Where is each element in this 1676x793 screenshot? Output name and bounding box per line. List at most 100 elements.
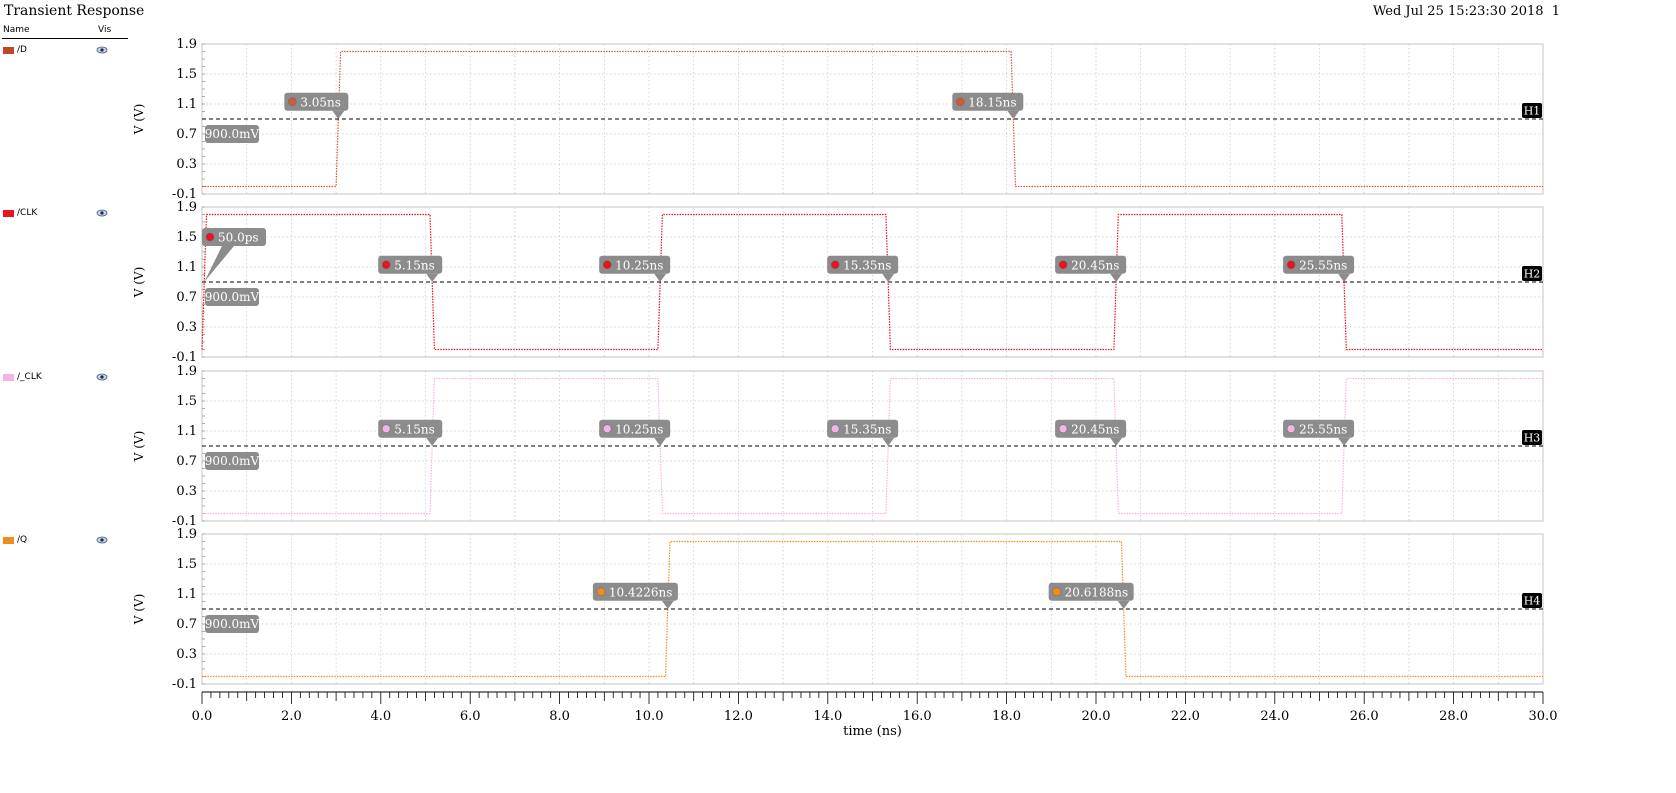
y-tick-label: 0.7 [176,290,197,305]
y-tick-label: 0.7 [176,127,197,142]
y-tick-label: 1.9 [176,200,197,215]
marker-dot [1286,424,1296,433]
marker-label: 20.45ns [1071,258,1119,272]
cursor-value-box [205,452,259,470]
marker-box [599,255,671,274]
marker-label: 10.25ns [615,258,663,272]
marker-dot [602,260,612,269]
marker-box [378,255,443,274]
x-tick-label: 26.0 [1350,709,1379,724]
y-tick-label: 1.5 [176,230,197,245]
y-tick-label: 1.1 [176,260,197,275]
waveform-0 [202,50,1543,188]
cursor-tag [1522,266,1542,281]
legend-item-clk[interactable]: /CLK [2,208,128,222]
marker-box [592,582,678,601]
x-axis-label: time (ns) [843,724,902,739]
waveform-2 [202,377,1543,515]
legend-signal-name: /Q [17,535,28,545]
marker-box [827,419,899,438]
marker-box [827,255,899,274]
y-tick-label: 0.3 [176,647,197,662]
marker-pointer [882,437,895,446]
x-tick-label: 24.0 [1260,709,1289,724]
marker-label: 15.35ns [843,422,891,436]
x-tick-label: 12.0 [724,709,753,724]
eye-icon[interactable] [96,207,108,219]
x-tick-label: 18.0 [992,709,1021,724]
cursor-tag-label: H1 [1524,105,1541,118]
y-tick-label: -0.1 [172,187,197,202]
cursor-tag [1522,593,1542,608]
marker-box [1283,419,1355,438]
eye-icon[interactable] [96,371,108,383]
marker-box [952,92,1024,111]
y-axis-label: V (V) [132,267,146,299]
marker-dot [830,260,840,269]
y-tick-label: 0.7 [176,617,197,632]
y-tick-label: 1.9 [176,364,197,379]
legend-signal-name: /_CLK [17,372,42,382]
marker-dot [596,587,606,596]
marker-box [1055,255,1127,274]
marker-box [1055,419,1127,438]
marker-dot [1286,260,1296,269]
y-tick-label: 0.7 [176,454,197,469]
marker-label: 5.15ns [394,258,435,272]
legend-item-d[interactable]: /D [2,45,128,59]
x-tick-label: 0.0 [192,709,213,724]
marker-dot [205,232,215,242]
y-tick-label: 0.3 [176,484,197,499]
marker-label: 10.25ns [615,422,663,436]
legend-signal-name: /D [17,45,27,55]
marker-box [284,92,349,111]
cursor-tag-label: H3 [1524,432,1541,445]
x-tick-label: 8.0 [549,709,570,724]
marker-pointer [654,273,667,282]
y-tick-label: -0.1 [172,514,197,529]
marker-pointer [654,437,667,446]
cursor-value-box [205,125,259,143]
x-tick-label: 4.0 [370,709,391,724]
y-axis-label: V (V) [132,594,146,626]
x-tick-label: 30.0 [1529,709,1558,724]
strip-frame [201,206,1544,358]
legend-item-clk-bar[interactable]: /_CLK [2,372,128,386]
marker-pointer [1110,273,1123,282]
cursor-value-label: 900.0mV [205,617,260,631]
x-tick-label: 20.0 [1082,709,1111,724]
y-tick-label: 1.5 [176,557,197,572]
y-tick-label: -0.1 [172,350,197,365]
marker-label: 3.05ns [300,95,341,109]
cursor-tag [1522,430,1542,445]
marker-pointer [1117,600,1130,609]
y-axis-label: V (V) [132,104,146,136]
marker-label: 20.45ns [1071,422,1119,436]
x-tick-label: 16.0 [903,709,932,724]
y-tick-label: -0.1 [172,677,197,692]
marker-label: 20.6188ns [1065,585,1129,599]
y-tick-label: 1.5 [176,67,197,82]
eye-icon[interactable] [96,534,108,546]
legend-item-q[interactable]: /Q [2,535,128,549]
legend-swatch [3,47,14,54]
eye-icon[interactable] [96,44,108,56]
marker-dot [1058,424,1068,433]
marker-dot [381,424,391,433]
marker-dot [288,97,297,106]
marker-box [202,228,266,246]
marker-pointer [426,437,439,446]
marker-label: 10.4226ns [609,585,673,599]
marker-pointer [332,110,345,119]
legend-signal-name: /CLK [17,208,38,218]
strip-frame [201,533,1544,685]
cursor-value-label: 900.0mV [205,290,260,304]
x-tick-label: 28.0 [1439,709,1468,724]
marker-label: 50.0ps [218,231,259,245]
marker-dot [381,260,391,269]
y-tick-label: 1.9 [176,37,197,52]
y-tick-label: 1.9 [176,527,197,542]
marker-box [1048,582,1134,601]
marker-box [378,419,443,438]
